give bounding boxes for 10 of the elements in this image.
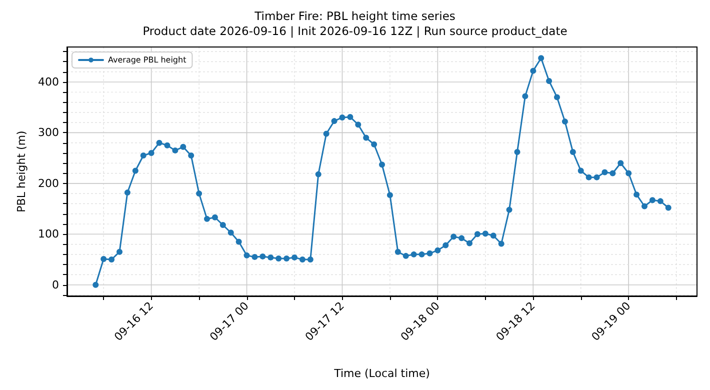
legend-label: Average PBL height	[108, 56, 186, 64]
y-tick-label: 300	[38, 126, 59, 140]
y-tick-label: 100	[38, 228, 59, 241]
x-axis-title: Time (Local time)	[333, 367, 430, 380]
chart-subtitle: Product date 2026-09-16 | Init 2026-09-16 12Z | Run source product_date	[142, 24, 568, 38]
y-tick-label: 200	[38, 176, 59, 190]
y-tick-label: 0	[52, 278, 59, 292]
y-axis-title: PBL height (m)	[15, 130, 28, 212]
chart-title: Timber Fire: PBL height time series	[254, 9, 456, 23]
y-tick-label: 400	[38, 75, 59, 88]
